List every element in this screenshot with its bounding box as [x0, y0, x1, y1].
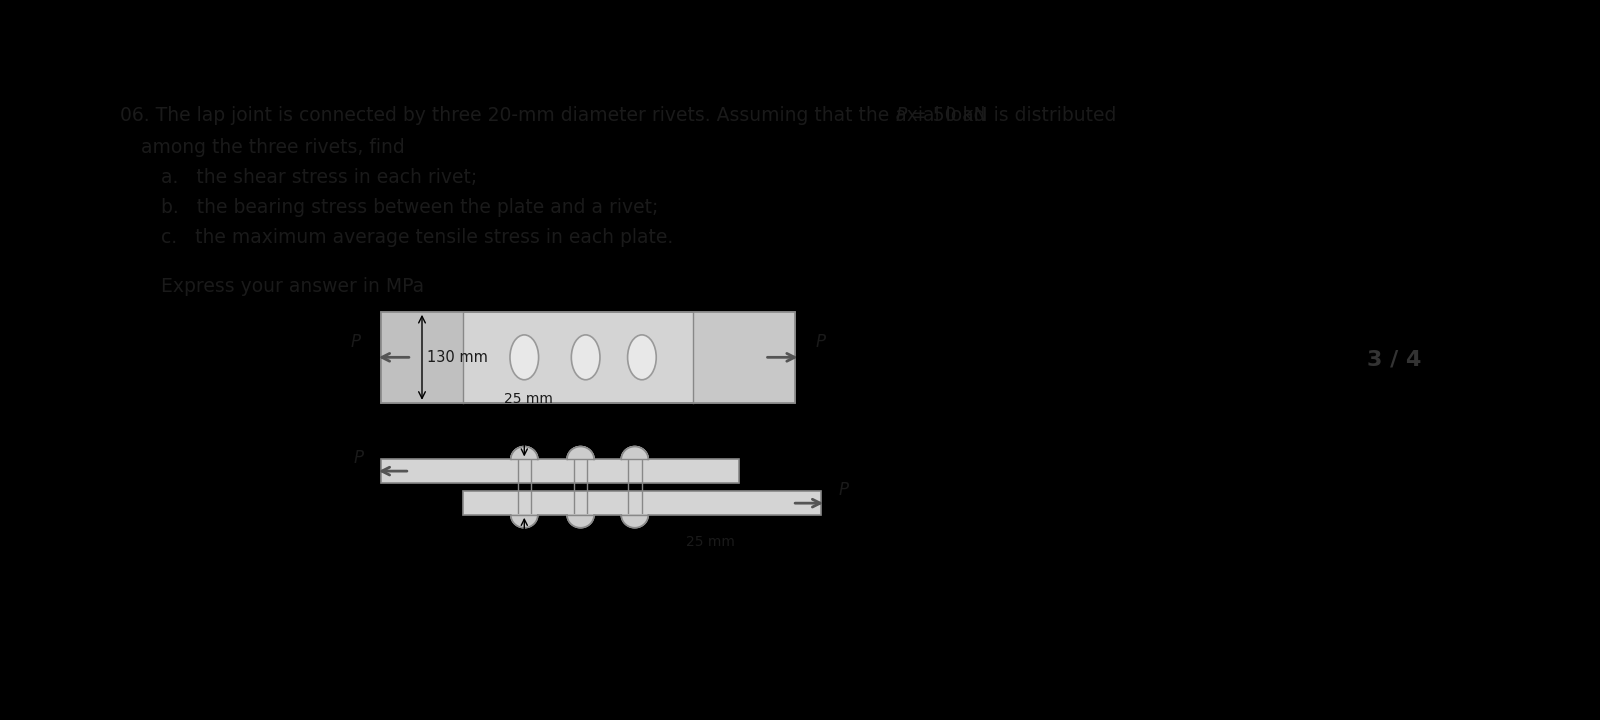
Text: P: P	[896, 106, 907, 125]
Text: 3 / 4: 3 / 4	[1366, 350, 1421, 370]
Text: P: P	[816, 333, 826, 351]
Text: 25 mm: 25 mm	[686, 535, 734, 549]
Bar	[693, 312, 795, 402]
Text: = 50 kN is distributed: = 50 kN is distributed	[904, 106, 1117, 125]
Ellipse shape	[571, 335, 600, 379]
Polygon shape	[510, 446, 538, 459]
Text: P: P	[838, 482, 848, 500]
Text: 06. The lap joint is connected by three 20-mm diameter rivets. Assuming that the: 06. The lap joint is connected by three …	[120, 106, 992, 125]
Text: a.   the shear stress in each rivet;: a. the shear stress in each rivet;	[162, 168, 477, 186]
Polygon shape	[621, 515, 648, 528]
Text: 25 mm: 25 mm	[504, 392, 552, 406]
Polygon shape	[510, 515, 538, 528]
Ellipse shape	[627, 335, 656, 379]
Bar	[381, 312, 795, 402]
Text: among the three rivets, find: among the three rivets, find	[141, 138, 405, 157]
Text: b.   the bearing stress between the plate and a rivet;: b. the bearing stress between the plate …	[162, 197, 659, 217]
Polygon shape	[566, 446, 594, 459]
Ellipse shape	[510, 335, 539, 379]
Bar	[381, 312, 462, 402]
Bar	[381, 459, 739, 483]
Text: c.   the maximum average tensile stress in each plate.: c. the maximum average tensile stress in…	[162, 228, 674, 246]
Polygon shape	[621, 446, 648, 459]
Bar	[381, 312, 795, 402]
Text: P: P	[354, 449, 363, 467]
Text: 130 mm: 130 mm	[427, 350, 488, 365]
Text: P: P	[350, 333, 360, 351]
Text: Express your answer in MPa: Express your answer in MPa	[162, 276, 424, 296]
Polygon shape	[566, 515, 594, 528]
Bar	[462, 492, 821, 515]
